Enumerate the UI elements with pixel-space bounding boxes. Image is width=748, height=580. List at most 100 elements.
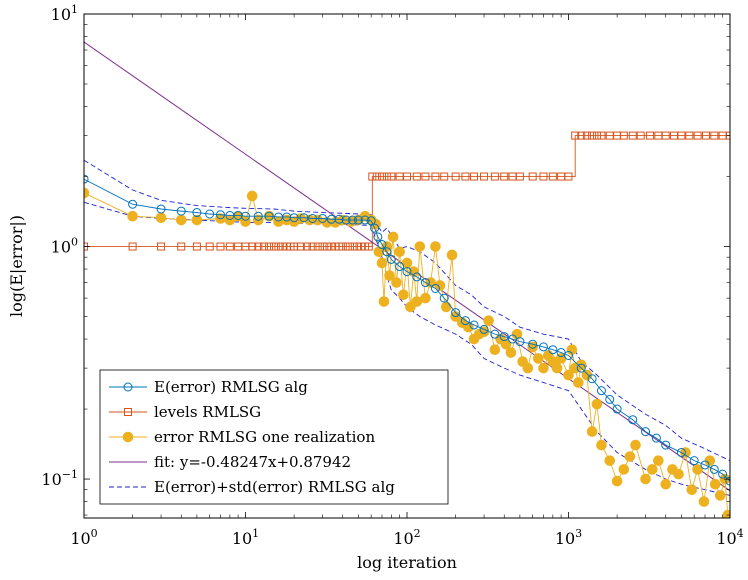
realization-point (505, 347, 517, 358)
mean-error-point (612, 404, 622, 414)
legend-marker-0 (123, 382, 133, 392)
levels-point (372, 172, 381, 181)
levels-point (296, 242, 305, 251)
levels-point (710, 131, 719, 140)
levels-point (225, 242, 234, 251)
levels-point (364, 242, 373, 251)
levels-point (548, 172, 557, 181)
mean-error-point (460, 316, 470, 326)
levels-point (128, 242, 137, 251)
levels-point (701, 131, 710, 140)
levels-point (646, 131, 655, 140)
levels-line (84, 135, 730, 247)
levels-point (352, 242, 361, 251)
realization-point (387, 231, 399, 243)
realization-point (500, 338, 512, 350)
levels-point (302, 242, 311, 251)
tick-label-exponent: 2 (414, 527, 421, 540)
legend-label-4: E(error)+std(error) RMLSG alg (154, 478, 395, 496)
levels-point (368, 172, 377, 181)
mean-error-point (360, 215, 370, 225)
levels-point (677, 131, 686, 140)
mean-error-point (176, 206, 186, 216)
mean-error-point (382, 247, 392, 257)
mean-error-point (700, 460, 710, 470)
mean-error-point (353, 215, 363, 225)
levels-point (412, 172, 421, 181)
tick-label-exponent: 3 (575, 527, 582, 540)
mean-error-point (490, 329, 500, 339)
y-tick-label: 10−1 (41, 468, 78, 489)
levels-point (192, 242, 201, 251)
realization-point (489, 344, 501, 355)
mean-error-point (576, 363, 586, 373)
levels-point (323, 242, 332, 251)
realization-point (618, 464, 630, 475)
levels-point (628, 131, 637, 140)
mean-error-line (84, 178, 730, 482)
realization-point (155, 212, 167, 224)
mean-error-point (264, 211, 274, 221)
realization-point (673, 468, 684, 480)
tick-label-base: 10 (232, 529, 252, 548)
tick-label-exponent: 4 (737, 527, 744, 540)
levels-point (403, 172, 411, 181)
tick-label-base: 10 (51, 5, 71, 24)
legend-box (99, 369, 449, 505)
realization-point (246, 190, 258, 202)
realization-point (611, 475, 623, 487)
legend-label-1: levels RMLSG (154, 403, 261, 421)
mean-error-point (689, 456, 699, 466)
mean-error-point (718, 469, 728, 479)
mean-error-point (377, 240, 387, 250)
tick-label-base: 10 (70, 529, 90, 548)
x-axis-label: log iteration (357, 553, 457, 572)
tick-label-base: 10 (41, 470, 61, 489)
mean-error-point (709, 464, 719, 474)
levels-point (564, 172, 573, 181)
legend-label-2: error RMLSG one realization (154, 428, 375, 446)
tick-label-base: 10 (393, 529, 413, 548)
levels-point (269, 242, 278, 251)
realization-point (378, 296, 390, 307)
realization-point (84, 187, 90, 199)
mean-error-point (499, 332, 509, 342)
levels-point (619, 131, 628, 140)
realization-point (532, 353, 544, 364)
mean-error-point (515, 337, 525, 347)
levels-point (490, 172, 499, 181)
levels-point (577, 131, 586, 140)
realization-point (391, 277, 402, 288)
x-tick-label: 104 (716, 527, 743, 548)
mean-error-point (451, 308, 461, 318)
y-axis-label: log(E|error|) (7, 215, 26, 317)
levels-point (274, 242, 283, 251)
realization-point (709, 478, 721, 490)
realization-point (660, 478, 672, 490)
mean-error-point (370, 223, 380, 233)
realization-point (630, 439, 641, 451)
realization-point (434, 280, 446, 291)
mean-error-point (395, 262, 405, 272)
realization-point (394, 246, 405, 258)
mean-error-point (564, 350, 573, 360)
levels-point (327, 242, 336, 251)
mean-error-point (289, 213, 299, 223)
realization-point (566, 344, 578, 355)
x-tick-label: 102 (393, 527, 420, 548)
levels-point (265, 242, 274, 251)
levels-point (377, 172, 386, 181)
tick-label-base: 10 (716, 529, 736, 548)
levels-point (451, 172, 460, 181)
levels-point (597, 131, 606, 140)
levels-point (588, 131, 597, 140)
levels-point (685, 131, 694, 140)
realization-point (446, 249, 458, 261)
mean-error-point (676, 448, 686, 458)
levels-point (259, 242, 268, 251)
mean-error-point (402, 267, 412, 277)
realization-point (522, 362, 534, 374)
legend-marker-2 (122, 431, 134, 443)
levels-point (421, 172, 430, 181)
mean-error-point (341, 215, 351, 225)
